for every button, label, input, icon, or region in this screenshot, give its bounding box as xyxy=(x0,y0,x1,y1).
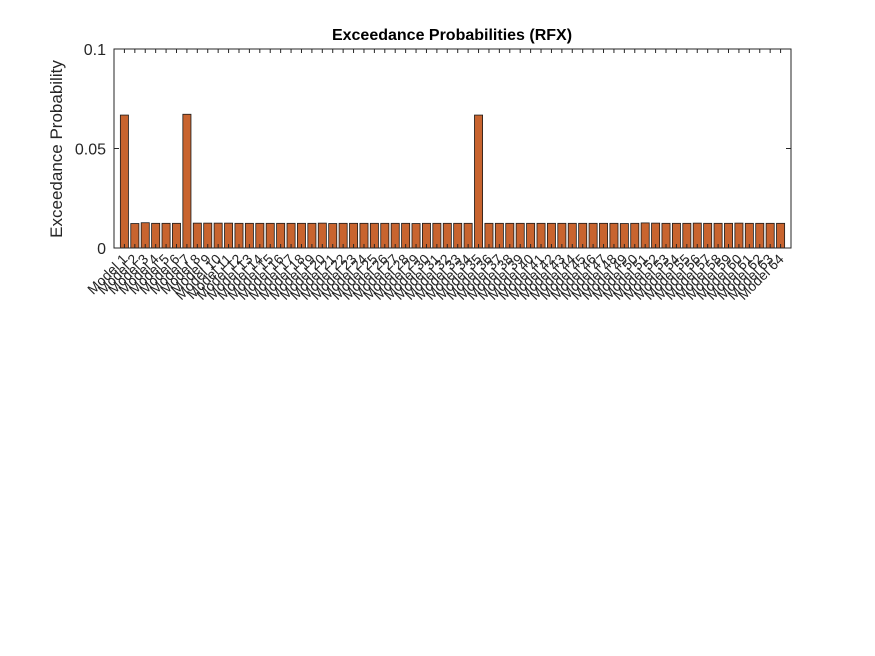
plot-area-frame xyxy=(113,48,792,249)
bar-1 xyxy=(119,114,129,249)
y-tick-label-2: 0.1 xyxy=(84,42,106,59)
y-axis-label: Exceedance Probability xyxy=(47,60,66,238)
y-tick-label-0: 0 xyxy=(97,241,106,258)
bar-series xyxy=(119,113,786,249)
chart-title: Exceedance Probabilities (RFX) xyxy=(332,27,572,44)
bar-7 xyxy=(182,113,192,249)
y-tick-label-1: 0.05 xyxy=(75,142,106,159)
bar-35 xyxy=(474,114,484,249)
